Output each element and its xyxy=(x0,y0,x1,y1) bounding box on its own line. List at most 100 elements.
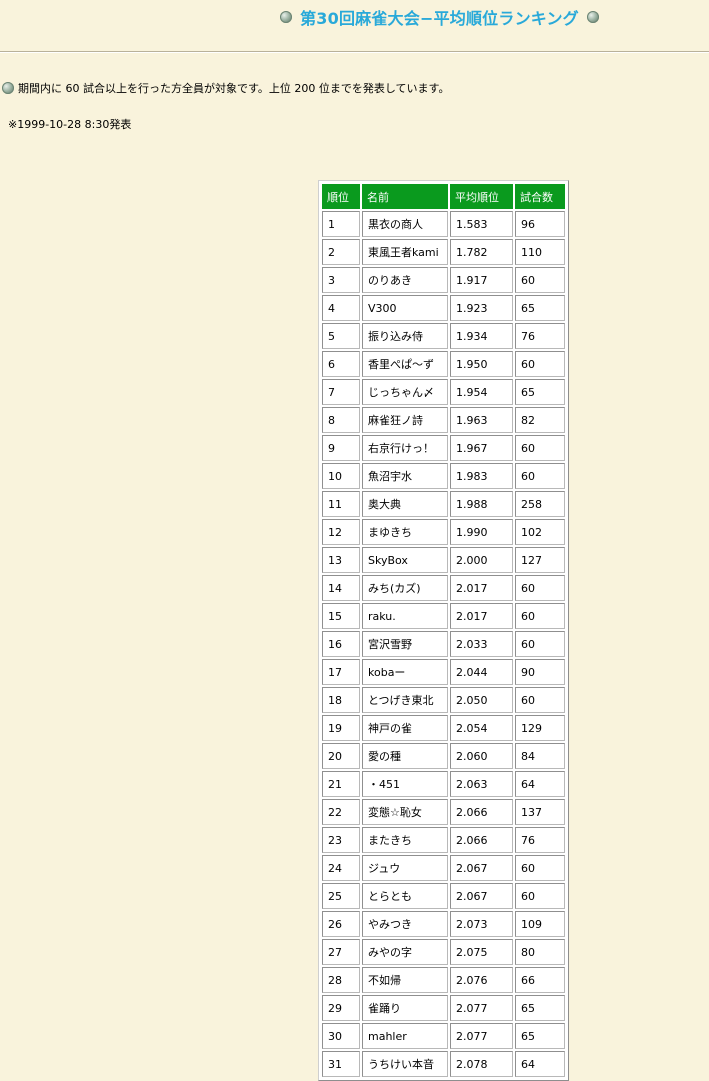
rank-cell: 12 xyxy=(322,519,360,545)
table-row: 18 とつげき東北 2.050 60 xyxy=(322,687,565,713)
rank-cell: 11 xyxy=(322,491,360,517)
games-cell: 102 xyxy=(515,519,565,545)
rank-cell: 3 xyxy=(322,267,360,293)
average-rank-cell: 2.060 xyxy=(450,743,513,769)
name-cell: 奥大典 xyxy=(362,491,448,517)
description-row: 期間内に 60 試合以上を行った方全員が対象です。上位 200 位までを発表して… xyxy=(2,80,449,96)
table-row: 30 mahler 2.077 65 xyxy=(322,1023,565,1049)
games-cell: 60 xyxy=(515,463,565,489)
games-cell: 60 xyxy=(515,603,565,629)
average-rank-cell: 2.077 xyxy=(450,995,513,1021)
page-header: 第30回麻雀大会−平均順位ランキング xyxy=(0,5,709,29)
average-rank-cell: 2.067 xyxy=(450,855,513,881)
table-row: 24 ジュウ 2.067 60 xyxy=(322,855,565,881)
name-cell: SkyBox xyxy=(362,547,448,573)
table-row: 27 みやの字 2.075 80 xyxy=(322,939,565,965)
table-row: 3 のりあき 1.917 60 xyxy=(322,267,565,293)
table-row: 14 みち(カズ) 2.017 60 xyxy=(322,575,565,601)
average-rank-cell: 2.066 xyxy=(450,827,513,853)
table-row: 13 SkyBox 2.000 127 xyxy=(322,547,565,573)
ranking-table: 順位 名前 平均順位 試合数 1 黒衣の商人 1.583 96 2 東風王者kami 1.7… xyxy=(320,182,567,1079)
table-row: 29 雀踊り 2.077 65 xyxy=(322,995,565,1021)
ranking-table-body: 1 黒衣の商人 1.583 96 2 東風王者kami 1.782 110 3 のりあき 1.917… xyxy=(322,211,565,1077)
name-cell: のりあき xyxy=(362,267,448,293)
rank-cell: 4 xyxy=(322,295,360,321)
table-row: 19 神戸の雀 2.054 129 xyxy=(322,715,565,741)
average-rank-cell: 2.078 xyxy=(450,1051,513,1077)
games-cell: 60 xyxy=(515,575,565,601)
header-rank: 順位 xyxy=(322,184,360,209)
name-cell: とつげき東北 xyxy=(362,687,448,713)
green-ball-icon xyxy=(2,82,14,94)
average-rank-cell: 2.073 xyxy=(450,911,513,937)
table-row: 8 麻雀狂ノ詩 1.963 82 xyxy=(322,407,565,433)
average-rank-cell: 1.988 xyxy=(450,491,513,517)
name-cell: 愛の種 xyxy=(362,743,448,769)
rank-cell: 16 xyxy=(322,631,360,657)
rank-cell: 26 xyxy=(322,911,360,937)
games-cell: 90 xyxy=(515,659,565,685)
name-cell: raku. xyxy=(362,603,448,629)
rank-cell: 6 xyxy=(322,351,360,377)
average-rank-cell: 1.963 xyxy=(450,407,513,433)
table-row: 12 まゆきち 1.990 102 xyxy=(322,519,565,545)
average-rank-cell: 1.782 xyxy=(450,239,513,265)
average-rank-cell: 2.075 xyxy=(450,939,513,965)
name-cell: kobaー xyxy=(362,659,448,685)
rank-cell: 10 xyxy=(322,463,360,489)
table-header-row: 順位 名前 平均順位 試合数 xyxy=(322,184,565,209)
table-row: 16 宮沢雪野 2.033 60 xyxy=(322,631,565,657)
name-cell: V300 xyxy=(362,295,448,321)
rank-cell: 31 xyxy=(322,1051,360,1077)
header-average-rank: 平均順位 xyxy=(450,184,513,209)
name-cell: 香里ぺぱ〜ず xyxy=(362,351,448,377)
name-cell: やみつき xyxy=(362,911,448,937)
games-cell: 60 xyxy=(515,267,565,293)
table-row: 1 黒衣の商人 1.583 96 xyxy=(322,211,565,237)
rank-cell: 20 xyxy=(322,743,360,769)
page-title: 第30回麻雀大会−平均順位ランキング xyxy=(300,5,579,29)
name-cell: 麻雀狂ノ詩 xyxy=(362,407,448,433)
table-row: 21 ・451 2.063 64 xyxy=(322,771,565,797)
table-row: 2 東風王者kami 1.782 110 xyxy=(322,239,565,265)
average-rank-cell: 2.000 xyxy=(450,547,513,573)
games-cell: 127 xyxy=(515,547,565,573)
rank-cell: 29 xyxy=(322,995,360,1021)
name-cell: 不如帰 xyxy=(362,967,448,993)
average-rank-cell: 2.017 xyxy=(450,575,513,601)
games-cell: 258 xyxy=(515,491,565,517)
games-cell: 80 xyxy=(515,939,565,965)
name-cell: まゆきち xyxy=(362,519,448,545)
name-cell: 雀踊り xyxy=(362,995,448,1021)
name-cell: 宮沢雪野 xyxy=(362,631,448,657)
average-rank-cell: 1.950 xyxy=(450,351,513,377)
rank-cell: 9 xyxy=(322,435,360,461)
table-row: 23 またきち 2.066 76 xyxy=(322,827,565,853)
name-cell: 黒衣の商人 xyxy=(362,211,448,237)
name-cell: みち(カズ) xyxy=(362,575,448,601)
table-row: 11 奥大典 1.988 258 xyxy=(322,491,565,517)
games-cell: 64 xyxy=(515,1051,565,1077)
rank-cell: 13 xyxy=(322,547,360,573)
games-cell: 76 xyxy=(515,827,565,853)
table-row: 5 振り込み侍 1.934 76 xyxy=(322,323,565,349)
rank-cell: 2 xyxy=(322,239,360,265)
green-ball-icon xyxy=(280,11,292,23)
name-cell: じっちゃん〆 xyxy=(362,379,448,405)
name-cell: またきち xyxy=(362,827,448,853)
games-cell: 82 xyxy=(515,407,565,433)
table-row: 22 変態☆恥女 2.066 137 xyxy=(322,799,565,825)
average-rank-cell: 1.923 xyxy=(450,295,513,321)
table-row: 28 不如帰 2.076 66 xyxy=(322,967,565,993)
name-cell: mahler xyxy=(362,1023,448,1049)
table-row: 25 とらとも 2.067 60 xyxy=(322,883,565,909)
name-cell: 右京行けっ！ xyxy=(362,435,448,461)
table-row: 15 raku. 2.017 60 xyxy=(322,603,565,629)
rank-cell: 8 xyxy=(322,407,360,433)
games-cell: 64 xyxy=(515,771,565,797)
name-cell: 東風王者kami xyxy=(362,239,448,265)
name-cell: ・451 xyxy=(362,771,448,797)
table-row: 31 うちけい本音 2.078 64 xyxy=(322,1051,565,1077)
average-rank-cell: 1.983 xyxy=(450,463,513,489)
games-cell: 129 xyxy=(515,715,565,741)
